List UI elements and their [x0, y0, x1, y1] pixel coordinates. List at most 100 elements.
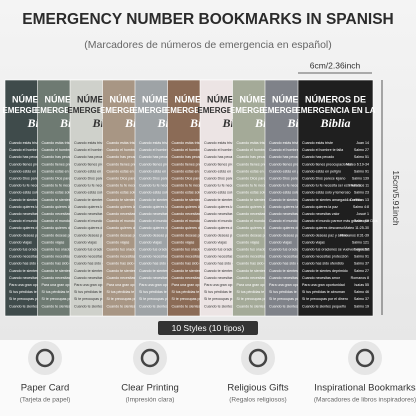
feature-icon: [348, 341, 382, 375]
feature-subtitle: (Regalos religiosos): [229, 397, 286, 404]
bookmark-line: Si te preocupas por el dinero: [204, 297, 250, 301]
bookmark-line: Para una gran oportunidad: [302, 283, 345, 287]
bookmark-line: Cuando Dios parece lejano: [74, 176, 117, 180]
bookmark-line: Cuando has sido ofendido: [302, 262, 344, 266]
bookmark-line: Cuando necesitas amor: [237, 276, 276, 280]
bookmark-line: Si te preocupas por el dinero: [139, 297, 185, 301]
bookmark-line: Cuando has sido ofendido: [139, 262, 181, 266]
bookmark-line: Cuando quieres descanso: [269, 226, 311, 230]
feature-title: Paper Card: [21, 383, 70, 394]
bookmark-line: Cuando viajas: [269, 240, 292, 244]
bookmark-line: Si tus pérdidas te abruman: [107, 290, 150, 294]
bookmark-line: Cuando necesitas valor: [139, 212, 177, 216]
bookmark-ref: Salmo 51: [354, 155, 369, 159]
feature-icon: [28, 341, 62, 375]
bookmark-line: Cuando quieres la paz: [172, 205, 208, 209]
bookmark-line: Cuando estás en peligro: [237, 169, 276, 173]
bookmark-line: Si tus pérdidas te abruman: [237, 290, 280, 294]
bookmark-ref: Salmo 91: [354, 255, 369, 259]
bookmark-line: Si tus pérdidas te abruman: [42, 290, 85, 294]
bookmark-line: Cuando has sido ofendido: [42, 262, 84, 266]
bookmark-line: Si te preocupas por el dinero: [107, 297, 153, 301]
bookmark-line: Cuando estás triste: [139, 141, 170, 145]
bookmark-ref: Salmo 139: [352, 176, 369, 180]
bookmark-line: Cuando te sientes pequeño: [302, 304, 346, 308]
bookmark-line: Cuando estás solo y temeroso: [204, 191, 253, 195]
feature-title: Inspirational Bookmarks: [314, 383, 416, 394]
bookmark-line: Cuando quieres la paz: [237, 205, 273, 209]
feature-icon-inner: [140, 348, 160, 368]
bookmark-line: Cuando tienes preocupaciones: [237, 162, 287, 166]
bookmark-line: Cuando necesitas protección: [107, 255, 153, 259]
bookmark-line: Cuando te sientes deprimido: [237, 269, 283, 273]
bookmark-line: Para una gran oportunidad: [74, 283, 117, 287]
bookmark-line: Cuando te sientes deprimido: [302, 269, 348, 273]
bookmark-line: Cuando necesitas amor: [302, 276, 341, 280]
feature-subtitle: (Tarjeta de papel): [20, 397, 71, 404]
bookmark-line: Cuando te sientes pequeño: [204, 304, 248, 308]
bookmark-line: Cuando deseas paz y ánimo: [237, 233, 283, 237]
bookmark-line: Cuando quieres la paz: [74, 205, 110, 209]
bookmark-line: Cuando estás triste: [237, 141, 268, 145]
bookmark-ref: Salmo 4:8: [353, 205, 369, 209]
bookmark-line: Cuando quieres descanso: [237, 226, 279, 230]
bookmark-line: Cuando tienes preocupaciones: [302, 162, 352, 166]
bookmark-line: Cuando necesitas valor: [107, 212, 145, 216]
bookmark-ref: Isaías 55: [354, 283, 369, 287]
bookmark-line: Cuando viajas: [9, 240, 32, 244]
bookmark-line: Cuando necesitas protección: [269, 255, 315, 259]
bookmark-line: Cuando quieres la paz: [139, 205, 175, 209]
bookmark-line: Cuando viajas: [107, 240, 130, 244]
bookmark-line: Cuando necesitas valor: [9, 212, 47, 216]
bookmark-line: Cuando te sientes pequeño: [42, 304, 86, 308]
feature-subtitle: (Impresión clara): [126, 397, 175, 404]
bookmark-line: Cuando Dios parece lejano: [139, 176, 182, 180]
bookmark-line: Cuando quieres descanso: [204, 226, 246, 230]
bookmark-ref: Romanos 8:31-39: [340, 233, 369, 237]
bookmark-line: Cuando te sientes deprimido: [172, 269, 218, 273]
bookmark-line: Cuando necesitas amor: [107, 276, 146, 280]
bookmark-line: Cuando necesitas protección: [172, 255, 218, 259]
bookmark-line: Cuando has sido ofendido: [237, 262, 279, 266]
bookmark-line: Cuando te sientes pequeño: [139, 304, 183, 308]
bookmark-line: Cuando el hombre te falla: [172, 148, 213, 152]
bookmark-line: Cuando quieres la paz: [269, 205, 305, 209]
bookmark-line: Cuando has pecado: [269, 155, 301, 159]
bookmark-line: Para una gran oportunidad: [204, 283, 247, 287]
bookmark-line: Cuando has pecado: [139, 155, 171, 159]
bookmark-line: Cuando Dios parece lejano: [9, 176, 52, 180]
bookmark-line: Cuando estás solo y temeroso: [302, 191, 351, 195]
bookmark-ref: Josué 1: [356, 212, 369, 216]
bookmark-ref: Hebreos 11: [351, 184, 369, 188]
bookmark-line: Cuando te sientes amargado o crítico: [302, 198, 362, 202]
bookmark-line: Cuando quieres descanso: [302, 226, 344, 230]
bookmark-line: Cuando necesitas protección: [204, 255, 250, 259]
bookmark-line: Para una gran oportunidad: [107, 283, 150, 287]
bookmark-line: Cuando necesitas valor: [74, 212, 112, 216]
bookmark-line: Cuando Dios parece lejano: [107, 176, 150, 180]
bookmark-line: Cuando tienes preocupaciones: [172, 162, 222, 166]
bookmark-line: Cuando necesitas protección: [74, 255, 120, 259]
bookmark-line: Cuando estás en peligro: [269, 169, 308, 173]
bookmark-line: Cuando deseas paz y ánimo: [139, 233, 185, 237]
bookmark-line: Cuando viajas: [237, 240, 260, 244]
bookmark-line: Cuando el hombre te falla: [107, 148, 148, 152]
bookmark-line: Cuando Dios parece lejano: [204, 176, 247, 180]
bookmark-line: Cuando necesitas valor: [269, 212, 307, 216]
bookmark-line: Cuando te sientes pequeño: [107, 304, 151, 308]
bookmark-line: Cuando estás en peligro: [139, 169, 178, 173]
bookmark-line: Cuando viajas: [74, 240, 97, 244]
bookmark-line: Cuando viajas: [42, 240, 65, 244]
feature-subtitle: (Marcadores de libros inspiradores): [314, 397, 416, 404]
bookmark-line: Si te preocupas por el dinero: [9, 297, 55, 301]
bookmark-line: Cuando necesitas valor: [302, 212, 340, 216]
bookmark-line: Cuando deseas paz y ánimo: [9, 233, 55, 237]
bookmark-line: Cuando viajas: [302, 240, 325, 244]
bookmark-line: Cuando tienes preocupaciones: [74, 162, 124, 166]
bookmark-line: Para una gran oportunidad: [42, 283, 85, 287]
bookmark-line: Cuando te sientes pequeño: [172, 304, 216, 308]
bookmark-ref: Salmo 37: [354, 297, 369, 301]
bookmark-line: Cuando Dios parece lejano: [237, 176, 280, 180]
bookmark-line: Cuando deseas paz y ánimo: [107, 233, 153, 237]
bookmark-line: Cuando has sido ofendido: [9, 262, 51, 266]
